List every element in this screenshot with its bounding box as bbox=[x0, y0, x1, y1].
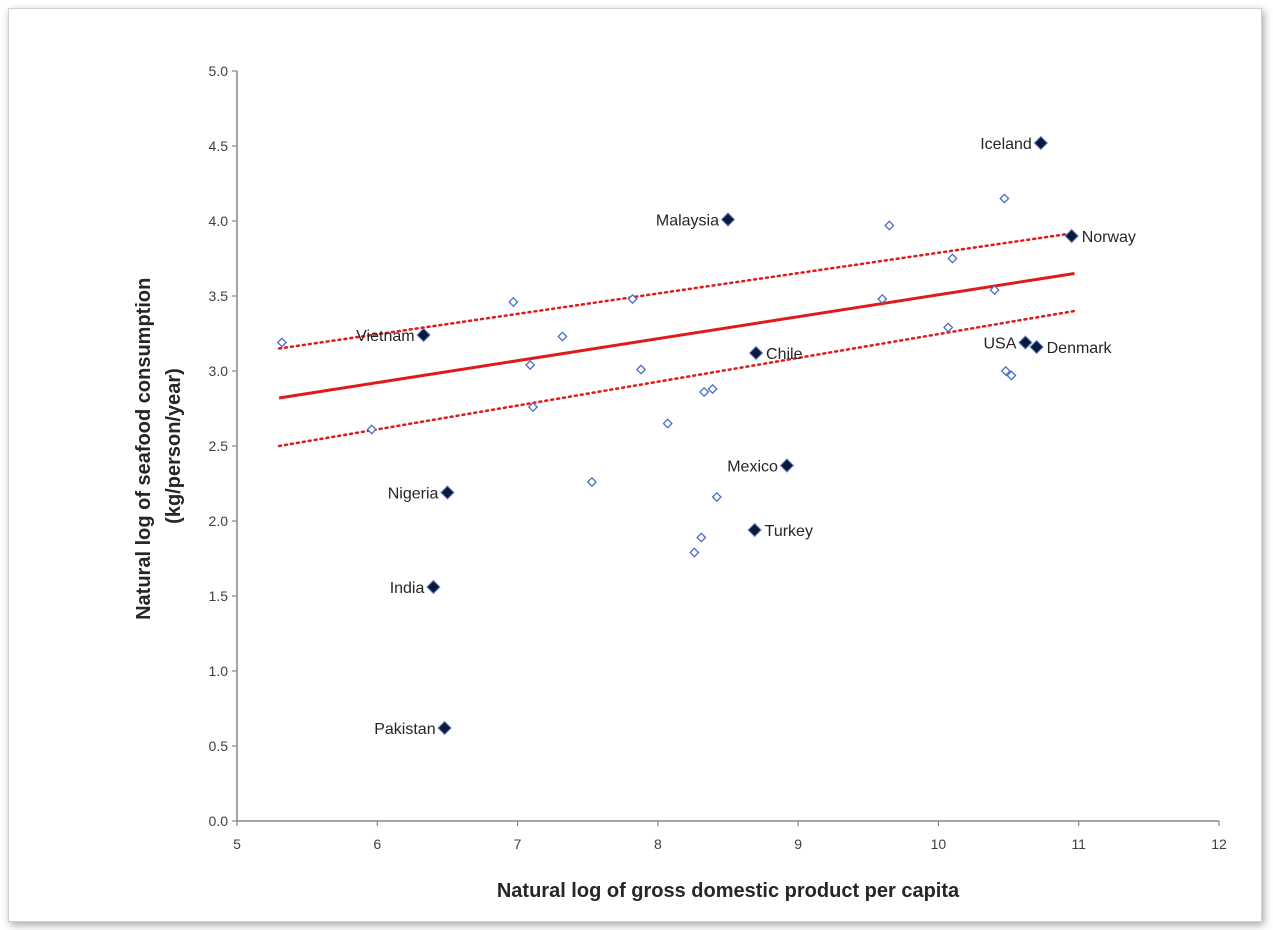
point-label: Nigeria bbox=[388, 486, 439, 503]
point-label: Denmark bbox=[1047, 340, 1113, 357]
labeled-point bbox=[440, 485, 455, 500]
open-point bbox=[947, 253, 958, 264]
point-labels: Iceland Malaysia Norway Vietnam USA Denmark Ch… bbox=[356, 136, 1136, 738]
open-point bbox=[707, 383, 718, 395]
labeled-point bbox=[426, 579, 441, 595]
open-point bbox=[989, 284, 1000, 296]
y-tick-label: 4.5 bbox=[209, 138, 229, 154]
open-point bbox=[1000, 365, 1011, 377]
point-label: Malaysia bbox=[656, 213, 719, 230]
x-tick-label: 11 bbox=[1071, 836, 1086, 852]
chart-frame bbox=[8, 8, 1262, 922]
open-point bbox=[276, 337, 288, 348]
open-point bbox=[943, 322, 954, 333]
labeled-point bbox=[1064, 228, 1079, 244]
open-point bbox=[699, 386, 710, 398]
point-label: India bbox=[390, 580, 425, 597]
open-point bbox=[662, 418, 673, 429]
point-label: Turkey bbox=[765, 523, 813, 540]
x-axis-title: Natural log of gross domestic product pe… bbox=[497, 880, 960, 902]
point-label: Mexico bbox=[727, 459, 778, 476]
open-point bbox=[711, 491, 722, 503]
axes: 0.0 0.5 1.0 1.5 2.0 2.5 3.0 3.5 4.0 4.5 5.0 5 6 7 8 9 10… bbox=[209, 63, 1227, 852]
x-tick-label: 7 bbox=[514, 836, 522, 852]
open-point bbox=[1006, 370, 1017, 381]
point-label: Iceland bbox=[980, 136, 1032, 153]
x-tick-label: 9 bbox=[794, 836, 802, 852]
open-point bbox=[527, 401, 539, 413]
open-point bbox=[586, 476, 598, 488]
point-label: Norway bbox=[1082, 229, 1136, 246]
open-point bbox=[635, 364, 647, 375]
point-label: Vietnam bbox=[356, 328, 414, 345]
y-axis-title-line-2: (kg/person/year) bbox=[163, 368, 185, 524]
fit-line bbox=[278, 272, 1075, 400]
open-point bbox=[627, 293, 638, 305]
y-tick-label: 2.0 bbox=[209, 513, 229, 529]
point-label: USA bbox=[983, 336, 1016, 353]
labeled-point bbox=[747, 522, 762, 538]
y-tick-label: 4.0 bbox=[209, 213, 229, 229]
open-point bbox=[508, 296, 519, 308]
x-tick-label: 12 bbox=[1211, 836, 1227, 852]
open-point bbox=[999, 193, 1010, 204]
point-label: Pakistan bbox=[374, 721, 435, 738]
open-point bbox=[696, 532, 707, 543]
x-tick-label: 5 bbox=[233, 836, 241, 852]
open-point bbox=[877, 293, 888, 305]
y-axis-title: Natural log of seafood consumption (kg/p… bbox=[133, 272, 185, 620]
open-point bbox=[557, 331, 568, 342]
confidence-upper-line bbox=[277, 231, 1076, 350]
open-point bbox=[884, 220, 895, 231]
x-tick-label: 8 bbox=[654, 836, 662, 852]
confidence-lower-line bbox=[277, 309, 1076, 448]
labeled-point bbox=[748, 345, 764, 361]
data-points bbox=[276, 135, 1079, 736]
labeled-point bbox=[1029, 339, 1044, 355]
labeled-point bbox=[1033, 135, 1049, 151]
labeled-point bbox=[416, 327, 431, 343]
labeled-point bbox=[1018, 335, 1033, 350]
labeled-point bbox=[437, 720, 452, 736]
x-tick-label: 6 bbox=[373, 836, 381, 852]
point-label: Chile bbox=[766, 346, 803, 363]
open-point bbox=[689, 547, 700, 558]
y-tick-label: 1.0 bbox=[209, 663, 229, 679]
x-tick-label: 10 bbox=[931, 836, 947, 852]
y-tick-label: 1.5 bbox=[209, 588, 229, 604]
y-tick-label: 5.0 bbox=[209, 63, 229, 79]
labeled-point bbox=[779, 458, 795, 473]
y-tick-label: 0.5 bbox=[209, 738, 229, 754]
labeled-point bbox=[720, 212, 736, 227]
y-tick-label: 2.5 bbox=[209, 438, 229, 454]
fit-lines bbox=[277, 231, 1076, 448]
y-tick-label: 3.5 bbox=[209, 288, 229, 304]
open-point bbox=[366, 424, 377, 435]
y-tick-label: 0.0 bbox=[209, 813, 229, 829]
y-tick-label: 3.0 bbox=[209, 363, 229, 379]
y-axis-title-line-1: Natural log of seafood consumption bbox=[133, 278, 155, 620]
open-point bbox=[525, 359, 536, 371]
